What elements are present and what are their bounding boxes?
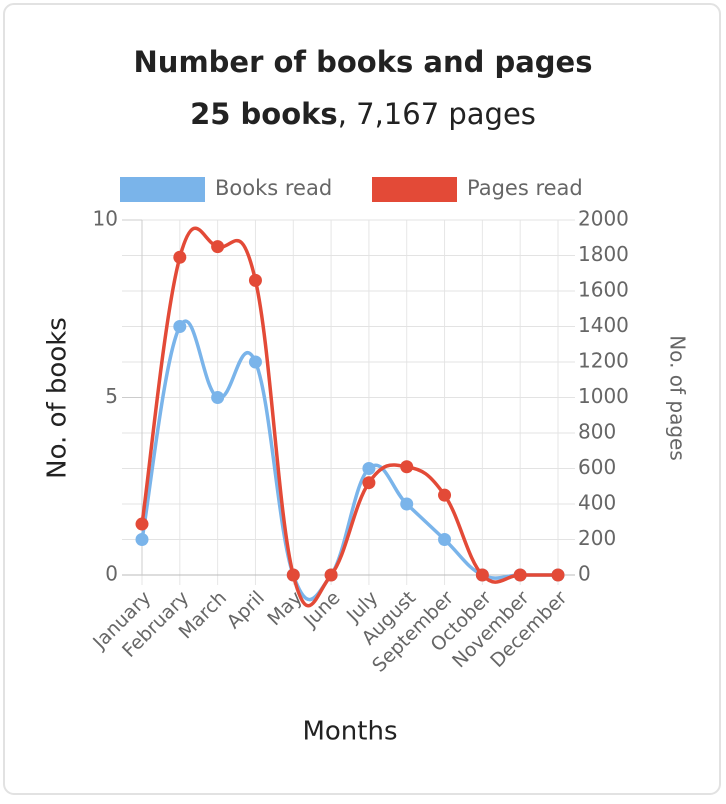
data-point (513, 568, 527, 582)
legend-label: Pages read (467, 176, 583, 200)
data-point (173, 320, 187, 333)
data-point (400, 497, 414, 511)
data-point (324, 568, 338, 582)
y2-tick-label: 1200 (578, 349, 629, 373)
data-point (438, 488, 452, 502)
data-point (362, 476, 376, 490)
y2-tick-label: 0 (578, 562, 591, 586)
x-axis-title: Months (302, 717, 397, 747)
data-point (173, 250, 187, 264)
series-line (140, 226, 558, 608)
y2-tick-label: 2000 (578, 207, 629, 231)
y-tick-label: 10 (93, 207, 118, 231)
y2-tick-label: 1000 (578, 384, 629, 408)
legend-swatch (372, 177, 457, 202)
legend-swatch (120, 177, 205, 202)
data-point (211, 240, 225, 254)
chart-title: Number of books and pages (134, 45, 593, 79)
data-point (135, 533, 149, 546)
y2-axis-title: No. of pages (666, 335, 690, 461)
y-axis-title: No. of books (43, 317, 73, 479)
data-point (438, 533, 452, 546)
y-tick-label: 5 (105, 384, 118, 408)
chart-subtitle: 25 books, 7,167 pages (190, 97, 536, 131)
legend-label: Books read (215, 176, 332, 200)
data-point (286, 568, 300, 582)
data-point (248, 273, 262, 287)
data-point (248, 355, 262, 369)
series-line (140, 319, 558, 602)
data-point (551, 568, 565, 582)
y2-tick-label: 1600 (578, 278, 629, 302)
y2-tick-label: 600 (578, 455, 616, 479)
data-point (400, 460, 414, 474)
y2-tick-label: 400 (578, 491, 616, 515)
data-point (135, 517, 149, 531)
data-point (211, 391, 225, 404)
y-tick-label: 0 (105, 562, 118, 586)
y2-tick-label: 1400 (578, 313, 629, 337)
subtitle-bold: 25 books (190, 97, 338, 131)
y2-tick-label: 200 (578, 526, 616, 550)
y2-tick-label: 800 (578, 420, 616, 444)
data-point (475, 568, 489, 582)
data-point (362, 462, 376, 475)
subtitle-rest: , 7,167 pages (338, 97, 536, 131)
y2-tick-label: 1800 (578, 242, 629, 266)
